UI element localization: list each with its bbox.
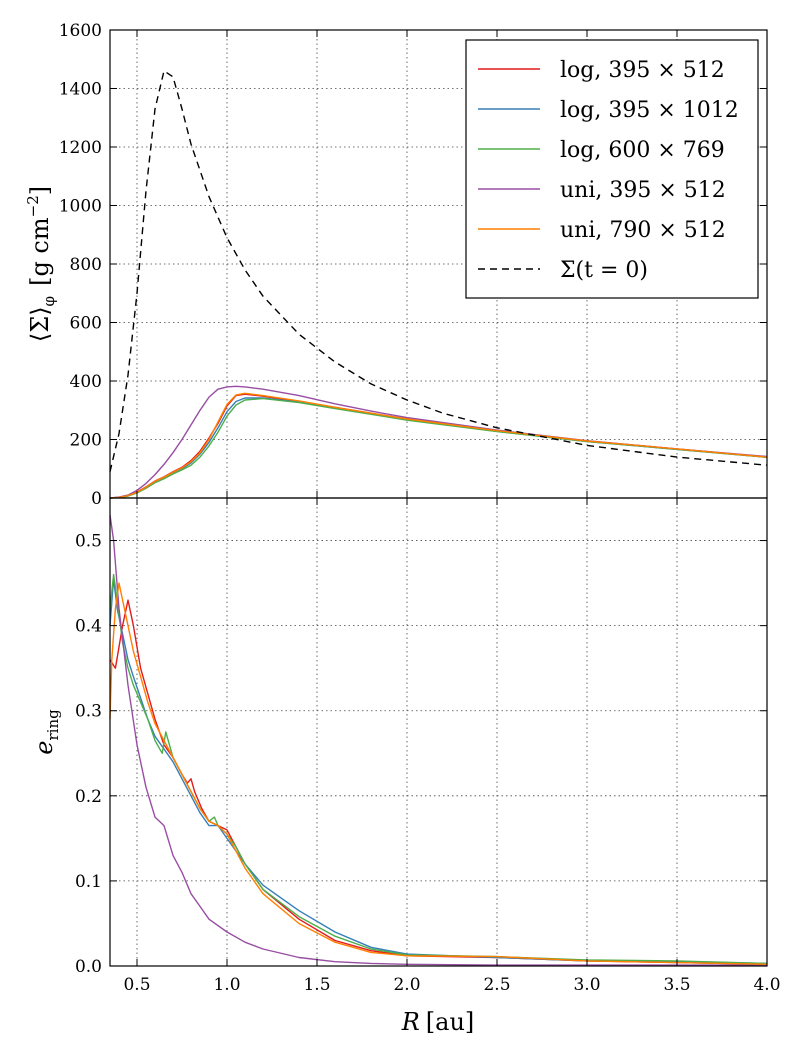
y-tick-label: 1600 <box>59 21 102 41</box>
y-tick-label: 600 <box>70 314 102 334</box>
legend-label: Σ(t = 0) <box>560 258 648 283</box>
bottom-plot-frame <box>109 497 768 967</box>
legend-label: uni, 790 × 512 <box>560 218 726 243</box>
bottom-grid <box>110 498 767 966</box>
legend-label: uni, 395 × 512 <box>560 178 726 203</box>
y-tick-label: 0.3 <box>75 702 102 722</box>
top-series <box>109 70 768 499</box>
bottom-ticks <box>110 498 768 967</box>
y-tick-label: 0.5 <box>75 532 102 552</box>
x-tick-label: 2.5 <box>483 975 510 995</box>
x-tick-label: 2.0 <box>393 975 420 995</box>
series-line <box>109 573 768 965</box>
x-tick-label: 0.5 <box>123 975 150 995</box>
series-line <box>109 392 768 499</box>
legend-label: log, 395 × 1012 <box>560 98 739 123</box>
series-line <box>109 397 768 499</box>
x-tick-label: 1.0 <box>213 975 240 995</box>
x-tick-label: 3.5 <box>663 975 690 995</box>
top-ylabel: ⟨Σ⟩φ[g cm−2] <box>24 186 58 342</box>
y-tick-label: 0.0 <box>75 957 102 977</box>
top-ytick-labels: 0 200 400 600 800 1000 1200 1400 1600 <box>59 21 102 509</box>
y-tick-label: 1200 <box>59 138 102 158</box>
y-tick-label: 0.1 <box>75 872 102 892</box>
y-tick-label: 0 <box>91 489 102 509</box>
bottom-panel: 0.0 0.1 0.2 0.3 0.4 0.5 0.5 1.0 1.5 2.0 2.5 3.0 3.5… <box>30 497 781 1036</box>
top-ticks <box>110 29 768 499</box>
series-line <box>109 514 767 966</box>
y-tick-label: 1400 <box>59 80 102 100</box>
bottom-series <box>109 514 768 966</box>
series-line <box>109 385 768 499</box>
y-tick-label: 400 <box>70 372 102 392</box>
legend-label: log, 600 × 769 <box>560 138 725 163</box>
y-tick-label: 0.2 <box>75 787 102 807</box>
y-tick-label: 0.4 <box>75 617 102 637</box>
bottom-ytick-labels: 0.0 0.1 0.2 0.3 0.4 0.5 <box>75 532 102 977</box>
series-line <box>109 582 768 965</box>
bottom-xtick-labels: 0.5 1.0 1.5 2.0 2.5 3.0 3.5 4.0 <box>123 975 780 995</box>
top-panel: 0 200 400 600 800 1000 1200 1400 1600 ⟨Σ⟩φ[g cm−… <box>24 21 768 509</box>
series-line <box>109 599 768 965</box>
legend-items: log, 395 × 512 log, 395 × 1012 log, 600 × … <box>478 58 739 283</box>
legend-frame <box>465 39 759 299</box>
x-tick-label: 1.5 <box>303 975 330 995</box>
x-tick-label: 3.0 <box>573 975 600 995</box>
series-line <box>109 578 768 965</box>
bottom-ylabel: ering <box>30 709 62 755</box>
bottom-xlabel: R [au] <box>401 1008 475 1036</box>
y-tick-label: 1000 <box>59 197 102 217</box>
series-line <box>109 70 768 472</box>
y-tick-label: 800 <box>70 255 102 275</box>
legend-label: log, 395 × 512 <box>560 58 725 83</box>
x-tick-label: 4.0 <box>753 975 780 995</box>
legend: log, 395 × 512 log, 395 × 1012 log, 600 × … <box>465 39 759 299</box>
y-tick-label: 200 <box>70 431 102 451</box>
